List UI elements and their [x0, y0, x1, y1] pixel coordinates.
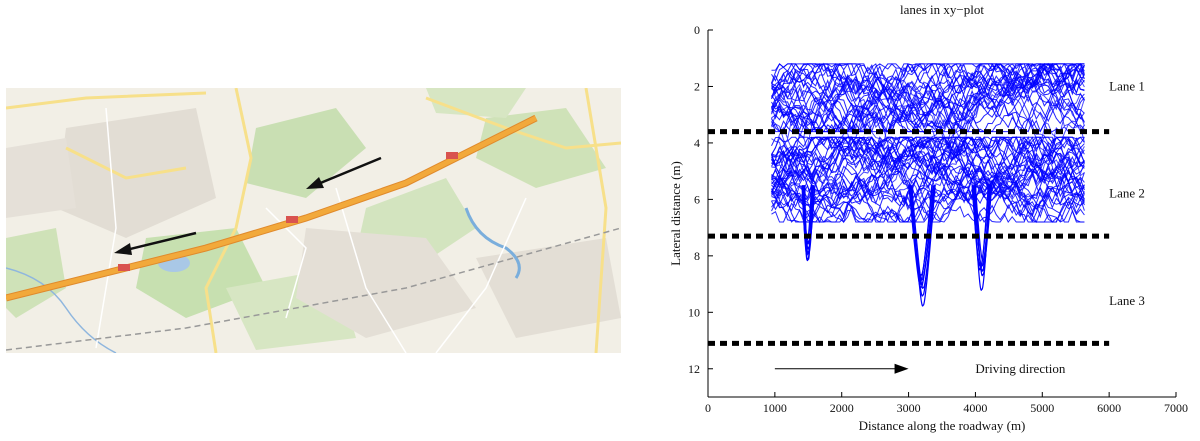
- trajectory-lane-1: [771, 63, 1085, 118]
- annotation-label: Lane 1: [1109, 78, 1145, 93]
- trajectory-lane-1: [771, 63, 1085, 133]
- x-tick-label: 3000: [897, 401, 921, 415]
- railway: [6, 227, 621, 351]
- river: [6, 267, 117, 353]
- arrow-icon: [306, 156, 382, 189]
- trajectory-lane-change: [771, 78, 1085, 202]
- trajectory-dip: [803, 185, 815, 254]
- trajectory-lane-1: [771, 62, 1085, 119]
- y-axis-label: Lateral distance (m): [668, 161, 683, 266]
- y-tick-label: 12: [688, 362, 700, 376]
- road-map: [6, 88, 621, 353]
- annotation-label: Driving direction: [975, 361, 1065, 376]
- trajectory-lane-change: [771, 79, 1085, 203]
- trajectory-dip: [973, 185, 993, 272]
- y-tick-label: 6: [694, 192, 700, 206]
- trajectory-lane-change: [771, 79, 1085, 202]
- canal: [464, 207, 521, 279]
- map-image: [6, 88, 621, 353]
- trajectory-lane-change: [771, 78, 1085, 202]
- y-tick-label: 10: [688, 305, 700, 319]
- x-axis-label: Distance along the roadway (m): [859, 418, 1026, 433]
- x-tick-label: 6000: [1097, 401, 1121, 415]
- trajectory-dip: [801, 185, 813, 242]
- y-tick-label: 2: [694, 79, 700, 93]
- trajectory-lane-2: [771, 150, 1085, 223]
- trajectory-lane-change: [771, 79, 1085, 203]
- trajectory-lane-change: [771, 78, 1085, 201]
- trajectory-dip: [972, 185, 991, 291]
- x-tick-label: 2000: [830, 401, 854, 415]
- chart-title: lanes in xy−plot: [900, 2, 984, 17]
- x-tick-label: 4000: [963, 401, 987, 415]
- lane-trajectory-chart: lanes in xy−plot 0 1000 2000 3000 4000 5000 60…: [668, 2, 1188, 433]
- plot-frame: [707, 30, 1176, 398]
- x-tick-label: 7000: [1164, 401, 1188, 415]
- trajectories: [771, 62, 1085, 307]
- x-tick-label: 1000: [763, 401, 787, 415]
- lane-chart: lanes in xy−plot 0 1000 2000 3000 4000 5000 60…: [640, 0, 1200, 441]
- x-tick-label: 5000: [1030, 401, 1054, 415]
- trajectory-lane-change: [771, 81, 1085, 202]
- y-tick-label: 0: [694, 23, 700, 37]
- lane-boundaries: [708, 129, 1110, 346]
- trajectory-dip: [908, 185, 935, 289]
- trajectory-lane-1: [771, 75, 1085, 120]
- axis-ticks: 0 1000 2000 3000 4000 5000 6000 7000 0 2 4 6 8 10 12: [688, 23, 1188, 415]
- trajectory-lane-1: [771, 63, 1085, 133]
- secondary-roads: [6, 88, 621, 353]
- y-tick-label: 4: [694, 136, 700, 150]
- trajectory-lane-2: [771, 176, 1085, 223]
- road-shield: [286, 216, 298, 223]
- trajectory-lane-2: [771, 136, 1085, 204]
- annotation-label: Lane 3: [1109, 293, 1145, 308]
- minor-roads: [95, 107, 527, 353]
- annotation-label: Lane 2: [1109, 186, 1145, 201]
- annotations: Lane 1 Lane 2 Lane 3 Driving direction: [774, 78, 1145, 376]
- motorway-fill: [6, 115, 538, 301]
- urban-areas: [6, 108, 621, 338]
- arrow-icon: [894, 363, 909, 374]
- trajectory-lane-2: [771, 136, 1085, 213]
- trajectory-lane-2: [771, 135, 1085, 208]
- y-tick-label: 8: [694, 249, 700, 263]
- arrow-icon: [114, 231, 197, 255]
- road-shield: [446, 152, 458, 159]
- green-areas: [6, 88, 606, 350]
- trajectory-dip: [910, 185, 936, 297]
- trajectory-lane-2: [771, 147, 1085, 223]
- road-shield: [118, 264, 130, 271]
- x-tick-label: 0: [705, 401, 711, 415]
